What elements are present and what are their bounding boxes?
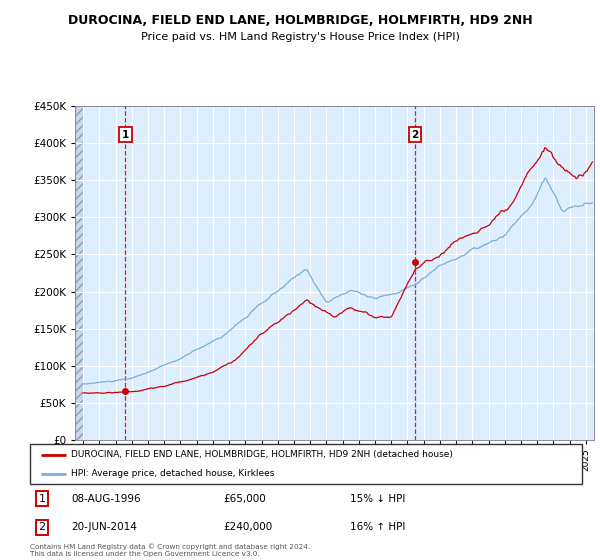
- Text: DUROCINA, FIELD END LANE, HOLMBRIDGE, HOLMFIRTH, HD9 2NH: DUROCINA, FIELD END LANE, HOLMBRIDGE, HO…: [68, 14, 532, 27]
- Text: 16% ↑ HPI: 16% ↑ HPI: [350, 522, 406, 533]
- Text: 1: 1: [122, 130, 129, 140]
- Text: Price paid vs. HM Land Registry's House Price Index (HPI): Price paid vs. HM Land Registry's House …: [140, 32, 460, 43]
- Text: £240,000: £240,000: [223, 522, 272, 533]
- Text: 08-AUG-1996: 08-AUG-1996: [71, 493, 141, 503]
- Text: 1: 1: [38, 493, 46, 503]
- Text: £65,000: £65,000: [223, 493, 266, 503]
- Bar: [75, 106, 83, 440]
- Text: 20-JUN-2014: 20-JUN-2014: [71, 522, 137, 533]
- Text: HPI: Average price, detached house, Kirklees: HPI: Average price, detached house, Kirk…: [71, 469, 275, 478]
- Text: Contains HM Land Registry data © Crown copyright and database right 2024.
This d: Contains HM Land Registry data © Crown c…: [30, 544, 310, 557]
- Text: DUROCINA, FIELD END LANE, HOLMBRIDGE, HOLMFIRTH, HD9 2NH (detached house): DUROCINA, FIELD END LANE, HOLMBRIDGE, HO…: [71, 450, 453, 459]
- Text: 15% ↓ HPI: 15% ↓ HPI: [350, 493, 406, 503]
- Text: 2: 2: [38, 522, 46, 533]
- Text: 2: 2: [412, 130, 419, 140]
